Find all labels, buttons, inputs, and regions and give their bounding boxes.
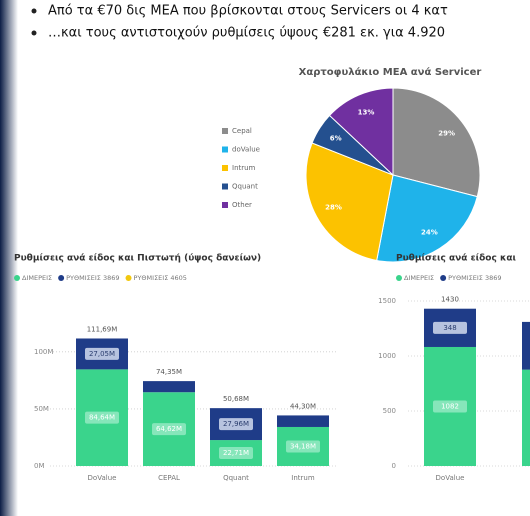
y-tick-label: 50M xyxy=(34,405,49,413)
pie-slice xyxy=(305,142,394,262)
legend-dot xyxy=(396,275,402,281)
legend-label: Other xyxy=(232,201,252,209)
data-label: 84,64M xyxy=(89,414,115,422)
x-tick-label: CEPAL xyxy=(158,474,180,482)
label-box xyxy=(85,347,119,360)
y-tick-label: 100M xyxy=(34,348,53,356)
legend-label: ΡΥΘΜΙΣΕΙΣ 3869 xyxy=(448,274,501,282)
legend-swatch xyxy=(222,128,228,134)
total-label: 44,30M xyxy=(290,402,316,410)
y-tick-label: 500 xyxy=(383,407,396,415)
chart-title: Ρυθμίσεις ανά είδος και Πιστωτή (ύψος δα… xyxy=(14,253,261,264)
data-label: 27,05M xyxy=(89,350,115,358)
label-box xyxy=(433,400,467,413)
legend-dot xyxy=(14,275,20,281)
legend-label: Qquant xyxy=(232,183,258,191)
bullet-text: …και τους αντιστοιχούν ρυθμίσεις ύψους €… xyxy=(48,26,445,41)
label-box xyxy=(152,423,186,436)
slice-label: 28% xyxy=(325,204,342,212)
data-label: 22,71M xyxy=(223,449,249,457)
y-tick-label: 1500 xyxy=(378,297,396,305)
total-label: 111,69M xyxy=(87,325,118,333)
bar-segment xyxy=(277,415,329,427)
legend-dot xyxy=(440,275,447,281)
label-box xyxy=(286,440,320,453)
legend-dot xyxy=(58,275,65,281)
bullet-text: Από τα €70 δις ΜΕΑ που βρίσκονται στους … xyxy=(48,4,448,19)
label-box xyxy=(85,411,119,424)
data-label: 27,96M xyxy=(223,420,249,428)
bullet-dot xyxy=(31,8,37,14)
label-box xyxy=(433,321,467,334)
legend-label: ΡΥΘΜΙΣΕΙΣ 4605 xyxy=(134,274,187,282)
legend-label: doValue xyxy=(232,146,260,154)
slice-label: 6% xyxy=(330,135,342,143)
legend-swatch xyxy=(222,183,228,190)
legend-swatch xyxy=(222,202,228,208)
total-label: 50,68M xyxy=(223,395,249,403)
chart-title: Χαρτοφυλάκιο ΜΕΑ ανά Servicer xyxy=(299,66,482,78)
legend-label: Cepal xyxy=(232,127,252,135)
x-tick-label: Qquant xyxy=(223,474,249,482)
bar-segment xyxy=(143,381,195,393)
total-label: 1430 xyxy=(441,296,459,304)
data-label: 1082 xyxy=(441,402,459,410)
pie-slice xyxy=(328,87,394,177)
slice-label: 24% xyxy=(421,228,438,236)
legend-swatch xyxy=(222,165,228,171)
pie-slice xyxy=(392,87,481,198)
y-tick-label: 1000 xyxy=(378,352,396,360)
data-label: 348 xyxy=(443,324,456,332)
data-label: 64,62M xyxy=(156,425,182,433)
x-tick-label: Intrum xyxy=(291,474,315,482)
total-label: 74,35M xyxy=(156,368,182,376)
legend-label: ΔΙΜΕΡΕΙΣ xyxy=(404,274,434,282)
data-label: 34,18M xyxy=(290,442,316,450)
y-tick-label: 0M xyxy=(34,462,45,470)
legend-label: ΡΥΘΜΙΣΕΙΣ 3869 xyxy=(66,274,119,282)
bullet-dot xyxy=(31,30,37,36)
x-tick-label: DoValue xyxy=(436,474,465,482)
slice-label: 29% xyxy=(438,129,455,137)
slice-label: 13% xyxy=(358,109,375,117)
legend-label: ΔΙΜΕΡΕΙΣ xyxy=(22,274,52,282)
label-box xyxy=(219,447,253,460)
legend-label: Intrum xyxy=(232,164,256,172)
x-tick-label: DoValue xyxy=(88,474,117,482)
bar-segment xyxy=(522,369,530,466)
label-box xyxy=(219,418,253,431)
pie-slice xyxy=(376,174,478,263)
legend-dot xyxy=(125,275,132,281)
y-tick-label: 0 xyxy=(392,462,396,470)
edge-band xyxy=(0,0,18,516)
chart-title: Ρυθμίσεις ανά είδος και xyxy=(396,253,517,264)
legend-swatch xyxy=(222,146,228,153)
bar-segment xyxy=(522,321,530,370)
